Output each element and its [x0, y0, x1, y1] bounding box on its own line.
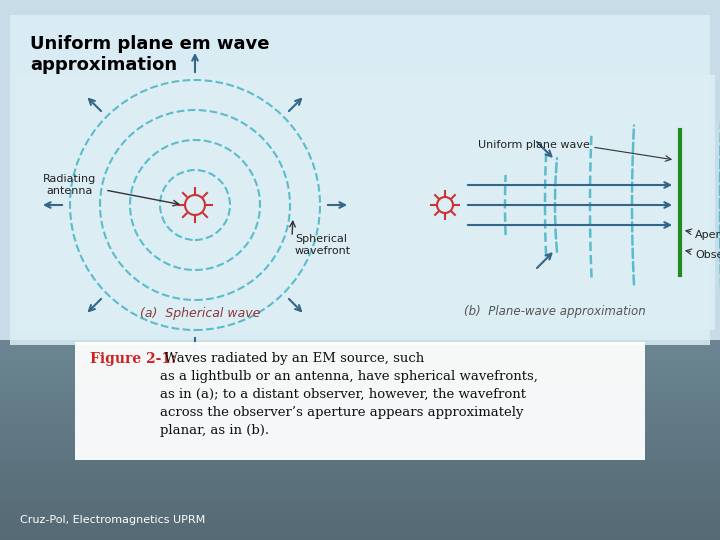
FancyBboxPatch shape — [0, 443, 720, 447]
FancyBboxPatch shape — [0, 460, 720, 463]
FancyBboxPatch shape — [0, 367, 720, 370]
FancyBboxPatch shape — [0, 430, 720, 433]
FancyBboxPatch shape — [0, 520, 720, 523]
Text: Radiating
antenna: Radiating antenna — [43, 174, 96, 196]
Text: Aperture: Aperture — [695, 230, 720, 240]
FancyBboxPatch shape — [0, 356, 720, 360]
Text: Cruz-Pol, Electromagnetics UPRM: Cruz-Pol, Electromagnetics UPRM — [20, 515, 205, 525]
FancyBboxPatch shape — [0, 423, 720, 427]
FancyBboxPatch shape — [0, 383, 720, 387]
FancyBboxPatch shape — [15, 75, 400, 330]
FancyBboxPatch shape — [0, 440, 720, 443]
FancyBboxPatch shape — [0, 470, 720, 474]
FancyBboxPatch shape — [0, 400, 720, 403]
FancyBboxPatch shape — [0, 380, 720, 383]
FancyBboxPatch shape — [0, 517, 720, 520]
FancyBboxPatch shape — [0, 403, 720, 407]
FancyBboxPatch shape — [0, 433, 720, 437]
FancyBboxPatch shape — [0, 514, 720, 517]
FancyBboxPatch shape — [0, 353, 720, 356]
Text: (b)  Plane-wave approximation: (b) Plane-wave approximation — [464, 305, 646, 318]
FancyBboxPatch shape — [0, 494, 720, 497]
FancyBboxPatch shape — [0, 530, 720, 534]
FancyBboxPatch shape — [0, 437, 720, 440]
FancyBboxPatch shape — [0, 347, 720, 350]
FancyBboxPatch shape — [0, 387, 720, 390]
FancyBboxPatch shape — [0, 526, 720, 530]
FancyBboxPatch shape — [0, 393, 720, 397]
FancyBboxPatch shape — [0, 474, 720, 477]
FancyBboxPatch shape — [0, 420, 720, 423]
FancyBboxPatch shape — [0, 480, 720, 483]
Text: Uniform plane wave: Uniform plane wave — [478, 140, 590, 150]
FancyBboxPatch shape — [0, 490, 720, 494]
FancyBboxPatch shape — [0, 340, 720, 540]
FancyBboxPatch shape — [0, 377, 720, 380]
FancyBboxPatch shape — [0, 390, 720, 393]
FancyBboxPatch shape — [0, 454, 720, 457]
FancyBboxPatch shape — [75, 342, 645, 460]
FancyBboxPatch shape — [0, 363, 720, 367]
FancyBboxPatch shape — [0, 343, 720, 347]
Text: Waves radiated by an EM source, such
as a lightbulb or an antenna, have spherica: Waves radiated by an EM source, such as … — [160, 352, 538, 437]
FancyBboxPatch shape — [0, 537, 720, 540]
FancyBboxPatch shape — [0, 350, 720, 353]
FancyBboxPatch shape — [10, 15, 710, 345]
FancyBboxPatch shape — [0, 447, 720, 450]
Text: Observer: Observer — [695, 250, 720, 260]
FancyBboxPatch shape — [0, 510, 720, 514]
Text: Uniform plane em wave
approximation: Uniform plane em wave approximation — [30, 35, 269, 74]
FancyBboxPatch shape — [0, 487, 720, 490]
FancyBboxPatch shape — [0, 370, 720, 373]
FancyBboxPatch shape — [0, 427, 720, 430]
FancyBboxPatch shape — [400, 75, 715, 330]
FancyBboxPatch shape — [0, 503, 720, 507]
FancyBboxPatch shape — [0, 417, 720, 420]
Text: Figure 2-1:: Figure 2-1: — [90, 352, 176, 366]
FancyBboxPatch shape — [0, 457, 720, 460]
FancyBboxPatch shape — [0, 397, 720, 400]
FancyBboxPatch shape — [0, 360, 720, 363]
FancyBboxPatch shape — [0, 373, 720, 377]
Text: (a)  Spherical wave: (a) Spherical wave — [140, 307, 260, 320]
FancyBboxPatch shape — [0, 410, 720, 413]
FancyBboxPatch shape — [0, 463, 720, 467]
FancyBboxPatch shape — [0, 500, 720, 503]
FancyBboxPatch shape — [0, 507, 720, 510]
FancyBboxPatch shape — [0, 450, 720, 454]
FancyBboxPatch shape — [0, 467, 720, 470]
FancyBboxPatch shape — [0, 413, 720, 417]
Text: Spherical
wavefront: Spherical wavefront — [295, 234, 351, 256]
FancyBboxPatch shape — [0, 0, 720, 340]
FancyBboxPatch shape — [0, 523, 720, 526]
FancyBboxPatch shape — [0, 477, 720, 480]
FancyBboxPatch shape — [0, 497, 720, 500]
FancyBboxPatch shape — [0, 340, 720, 343]
FancyBboxPatch shape — [0, 534, 720, 537]
FancyBboxPatch shape — [0, 407, 720, 410]
FancyBboxPatch shape — [0, 483, 720, 487]
